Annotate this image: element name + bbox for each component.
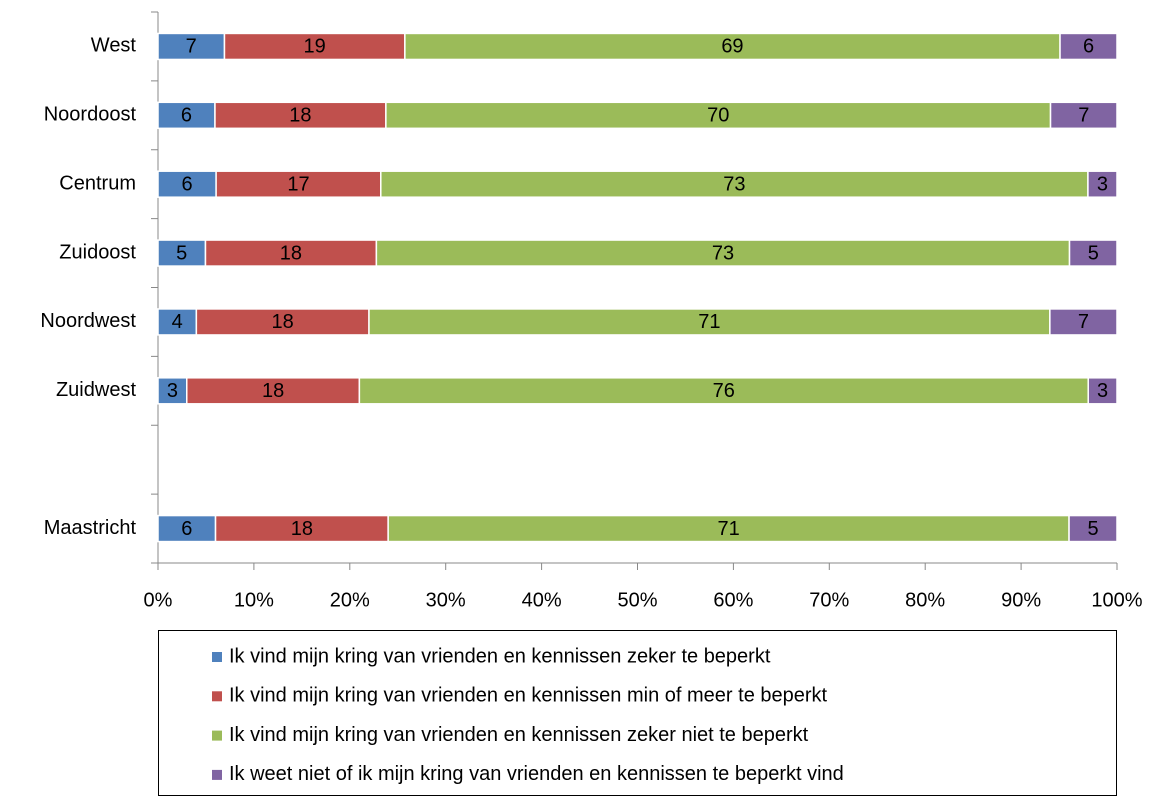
legend-swatch xyxy=(212,730,222,741)
x-tick-label: 40% xyxy=(522,589,562,611)
data-label: 3 xyxy=(167,380,178,402)
legend-swatch xyxy=(212,652,222,662)
data-label: 73 xyxy=(723,173,745,195)
data-label: 5 xyxy=(1088,242,1099,264)
x-tick-label: 30% xyxy=(426,589,466,611)
y-tick-label: Zuidoost xyxy=(59,241,136,263)
bar-segment xyxy=(1087,170,1118,198)
bar-segment xyxy=(186,377,361,405)
data-label: 7 xyxy=(1078,105,1089,127)
data-label: 18 xyxy=(291,518,313,540)
legend-swatch xyxy=(212,691,222,702)
x-tick-label: 60% xyxy=(713,589,753,611)
x-tick-label: 50% xyxy=(617,589,657,611)
data-label: 19 xyxy=(304,36,326,58)
x-tick-label: 100% xyxy=(1091,589,1142,611)
x-tick-label: 70% xyxy=(809,589,849,611)
data-label: 76 xyxy=(713,380,735,402)
data-label: 6 xyxy=(1083,36,1094,58)
bar-segment xyxy=(1049,101,1118,130)
bar-segment xyxy=(1068,239,1118,267)
data-label: 7 xyxy=(1078,311,1089,333)
bar-segment xyxy=(223,32,406,61)
legend-swatch xyxy=(212,769,222,780)
data-label: 6 xyxy=(181,173,192,195)
data-label: 18 xyxy=(280,242,302,264)
bar-segment xyxy=(157,32,226,61)
bar-segment xyxy=(1068,514,1118,543)
bar-segment xyxy=(1049,308,1118,336)
bar-segment xyxy=(358,377,1089,405)
data-label: 18 xyxy=(272,311,294,333)
bar-segment xyxy=(1059,32,1118,61)
y-tick-label: Zuidwest xyxy=(56,379,136,401)
x-tick-label: 10% xyxy=(234,589,274,611)
y-tick-label: Noordwest xyxy=(40,310,136,332)
bar-segment xyxy=(1087,377,1118,405)
data-label: 70 xyxy=(707,105,729,127)
bar-segment xyxy=(157,239,207,267)
legend-box xyxy=(158,630,1117,796)
bar-segment xyxy=(385,101,1052,130)
bar-segment xyxy=(215,170,382,198)
x-tick-label: 0% xyxy=(144,589,173,611)
data-label: 6 xyxy=(181,105,192,127)
bar-segment xyxy=(195,308,370,336)
data-label: 17 xyxy=(287,173,309,195)
data-label: 73 xyxy=(712,242,734,264)
legend-label: Ik weet niet of ik mijn kring van vriend… xyxy=(229,763,844,785)
x-tick-label: 20% xyxy=(330,589,370,611)
data-label: 18 xyxy=(262,380,284,402)
legend-label: Ik vind mijn kring van vrienden en kenni… xyxy=(229,685,828,707)
bar-segment xyxy=(204,239,378,267)
data-label: 71 xyxy=(698,311,720,333)
bar-segment xyxy=(368,308,1051,336)
y-tick-label: Centrum xyxy=(59,172,136,194)
y-tick-label: West xyxy=(91,35,137,57)
bar-segment xyxy=(404,32,1061,61)
data-label: 18 xyxy=(289,105,311,127)
y-tick-label: Maastricht xyxy=(44,517,137,539)
data-label: 3 xyxy=(1097,173,1108,195)
data-label: 69 xyxy=(721,36,743,58)
data-label: 71 xyxy=(717,518,739,540)
bar-segment xyxy=(214,101,387,130)
data-label: 6 xyxy=(181,518,192,540)
legend-label: Ik vind mijn kring van vrienden en kenni… xyxy=(229,645,771,667)
y-tick-label: Noordoost xyxy=(44,104,137,126)
data-label: 5 xyxy=(1087,518,1098,540)
bar-segment xyxy=(387,514,1070,543)
data-label: 3 xyxy=(1097,380,1108,402)
data-label: 5 xyxy=(176,242,187,264)
data-label: 4 xyxy=(172,311,183,333)
bar-segment xyxy=(375,239,1071,267)
x-tick-label: 90% xyxy=(1001,589,1041,611)
legend-label: Ik vind mijn kring van vrienden en kenni… xyxy=(229,724,809,746)
data-label: 7 xyxy=(186,36,197,58)
x-tick-label: 80% xyxy=(905,589,945,611)
